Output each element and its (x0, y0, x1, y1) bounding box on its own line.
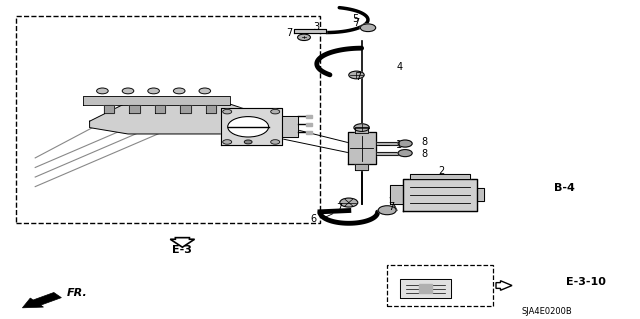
Polygon shape (355, 127, 368, 133)
Polygon shape (403, 179, 477, 211)
Polygon shape (348, 132, 376, 164)
Polygon shape (306, 115, 312, 118)
Polygon shape (155, 105, 165, 113)
Polygon shape (90, 102, 243, 134)
Bar (387, 265, 493, 306)
Circle shape (223, 109, 232, 114)
Text: E-3-10: E-3-10 (566, 277, 606, 287)
Text: 8: 8 (421, 149, 428, 159)
Text: 4: 4 (397, 62, 403, 72)
Polygon shape (104, 105, 114, 113)
Polygon shape (180, 105, 191, 113)
Text: B-4: B-4 (554, 183, 575, 193)
Circle shape (228, 116, 269, 137)
Text: 1: 1 (396, 140, 402, 150)
Text: 5: 5 (352, 14, 358, 24)
Circle shape (97, 88, 108, 94)
Polygon shape (282, 116, 298, 137)
Circle shape (378, 206, 396, 215)
Polygon shape (390, 185, 403, 204)
Polygon shape (294, 29, 326, 33)
Circle shape (349, 71, 364, 79)
FancyArrow shape (22, 293, 61, 308)
Circle shape (148, 88, 159, 94)
Text: SJA4E0200B: SJA4E0200B (522, 307, 573, 315)
Circle shape (199, 88, 211, 94)
Circle shape (271, 109, 280, 114)
Polygon shape (376, 142, 400, 145)
Polygon shape (355, 164, 368, 170)
Text: 7: 7 (336, 203, 342, 213)
Polygon shape (306, 131, 312, 134)
Text: 8: 8 (421, 137, 428, 147)
Polygon shape (477, 188, 484, 201)
Circle shape (360, 24, 376, 32)
Text: 7: 7 (355, 71, 362, 82)
Circle shape (398, 140, 412, 147)
Circle shape (173, 88, 185, 94)
Text: 7: 7 (286, 28, 292, 39)
Circle shape (244, 140, 252, 144)
Text: FR.: FR. (67, 288, 88, 299)
Circle shape (398, 150, 412, 157)
Circle shape (340, 198, 358, 207)
Text: 7: 7 (353, 18, 360, 28)
Text: 2: 2 (438, 166, 445, 176)
Polygon shape (400, 279, 451, 298)
Polygon shape (376, 152, 400, 155)
Polygon shape (419, 284, 432, 293)
Circle shape (271, 140, 280, 144)
Circle shape (122, 88, 134, 94)
Text: 7: 7 (388, 202, 395, 212)
Polygon shape (410, 174, 470, 179)
Text: 6: 6 (310, 213, 317, 224)
Polygon shape (221, 108, 282, 145)
Polygon shape (306, 123, 312, 126)
Polygon shape (83, 96, 230, 105)
Circle shape (298, 34, 310, 41)
Polygon shape (206, 105, 216, 113)
Circle shape (223, 140, 232, 144)
Text: E-3: E-3 (172, 245, 193, 256)
Circle shape (354, 124, 369, 131)
Text: 3: 3 (314, 22, 320, 32)
FancyArrow shape (496, 281, 512, 290)
Bar (16, 16, 320, 223)
Polygon shape (129, 105, 140, 113)
FancyArrow shape (170, 238, 195, 247)
